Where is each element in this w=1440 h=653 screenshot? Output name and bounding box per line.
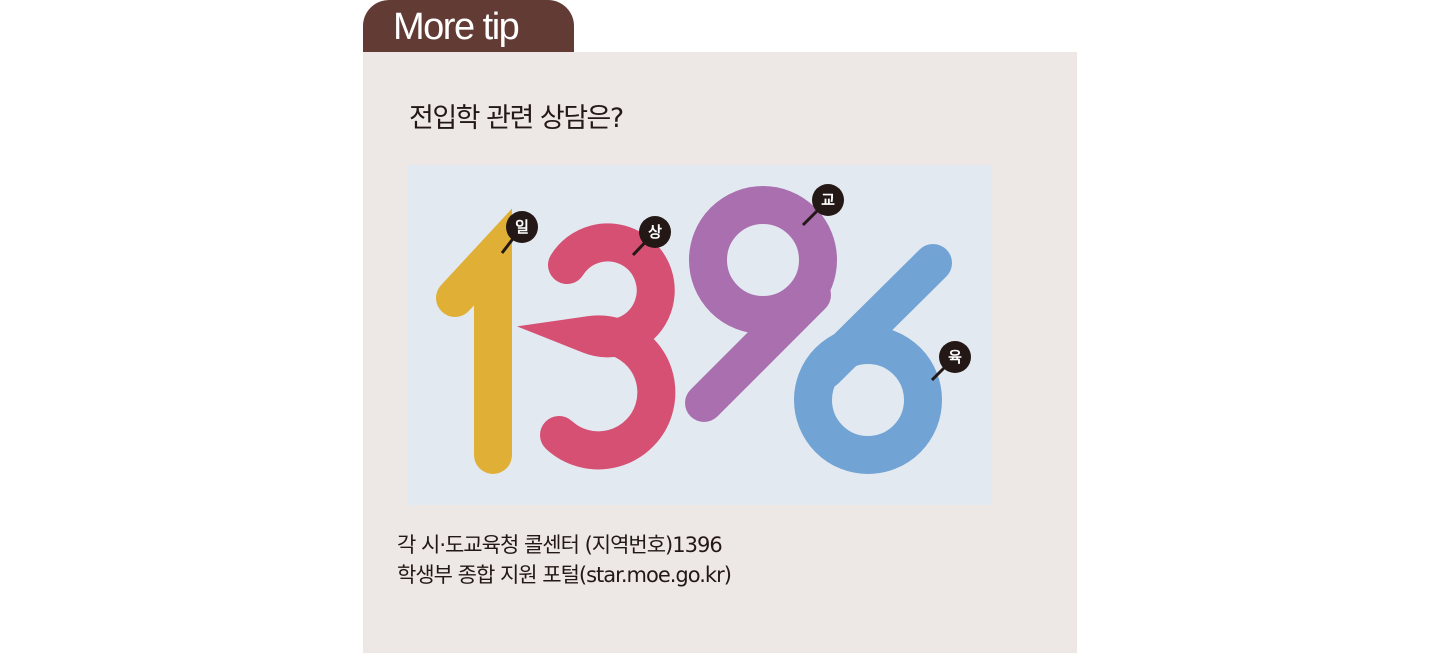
bubble-gyo: 교: [821, 191, 835, 209]
bubble-yuk: 육: [948, 348, 962, 366]
contact-info: 각 시·도교육청 콜센터 (지역번호)1396 학생부 종합 지원 포털(sta…: [397, 530, 732, 590]
digit-9-tail: [685, 276, 831, 422]
bubbles: [500, 184, 971, 382]
digit-6-tail: [806, 244, 952, 389]
tip-card: 전입학 관련 상담은? 일 상: [363, 52, 1077, 653]
digit-1: [436, 208, 512, 474]
callcenter-line: 각 시·도교육청 콜센터 (지역번호)1396: [397, 533, 723, 557]
logo-graphic: 일 상 교 육: [436, 184, 971, 474]
digit-3: [516, 223, 676, 470]
bubble-sang: 상: [648, 223, 662, 241]
portal-line: 학생부 종합 지원 포털(star.moe.go.kr): [397, 563, 732, 587]
bubble-il: 일: [515, 218, 529, 236]
card-title: 전입학 관련 상담은?: [409, 103, 624, 134]
digit-9-loop: [689, 186, 837, 334]
more-tip-tab: More tip: [363, 0, 574, 52]
hotline-1396-logo: 일 상 교 육: [407, 165, 991, 505]
